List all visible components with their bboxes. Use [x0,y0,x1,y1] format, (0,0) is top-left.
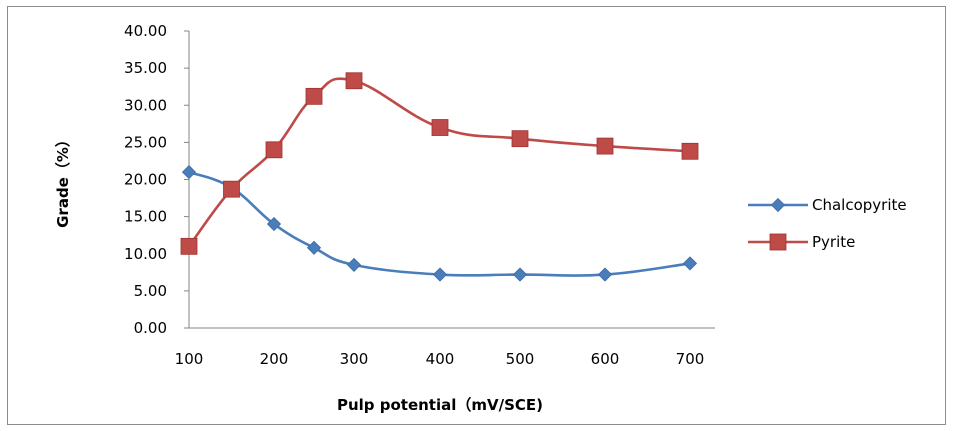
legend-marker-pyrite [770,234,786,250]
y-tick-label: 20.00 [124,171,167,189]
data-point-pyrite [224,181,240,197]
series-line-pyrite [189,79,690,247]
series-markers [181,73,698,281]
legend-label-chalcopyrite: Chalcopyrite [812,196,907,214]
data-point-pyrite [266,142,282,158]
series-line-chalcopyrite [189,172,690,275]
y-tick-label: 25.00 [124,133,167,151]
data-point-pyrite [181,238,197,254]
data-point-chalcopyrite [599,268,612,281]
data-point-chalcopyrite [434,268,447,281]
x-tick-label: 700 [676,350,705,368]
x-tick-label: 600 [591,350,620,368]
y-tick-label: 10.00 [124,245,167,263]
x-tick-labels: 100 200 300 400 500 600 700 [175,350,705,368]
x-tick-label: 200 [260,350,289,368]
y-tick-labels: 0.00 5.00 10.00 15.00 20.00 25.00 30.00 35.00 40… [124,22,167,337]
data-point-pyrite [682,143,698,159]
x-axis-title: Pulp potential（mV/SCE) [337,396,543,414]
data-point-chalcopyrite [514,268,527,281]
data-point-chalcopyrite [183,166,196,179]
data-point-pyrite [597,138,613,154]
data-point-pyrite [346,73,362,89]
x-tick-label: 100 [175,350,204,368]
axes [184,31,715,328]
data-point-chalcopyrite [308,241,321,254]
y-tick-label: 0.00 [134,319,167,337]
data-point-pyrite [512,131,528,147]
y-tick-label: 40.00 [124,22,167,40]
legend-marker-chalcopyrite [772,199,785,212]
data-point-pyrite [306,88,322,104]
legend-label-pyrite: Pyrite [812,233,855,251]
legend: Chalcopyrite Pyrite [748,196,907,251]
y-tick-label: 15.00 [124,208,167,226]
data-point-chalcopyrite [684,257,697,270]
x-tick-label: 300 [340,350,369,368]
x-tick-label: 400 [426,350,455,368]
x-tick-label: 500 [506,350,535,368]
y-axis-title: Grade（%） [54,132,72,228]
y-tick-label: 30.00 [124,96,167,114]
y-tick-label: 35.00 [124,59,167,77]
y-tick-label: 5.00 [134,282,167,300]
series-lines [189,79,690,276]
data-point-chalcopyrite [348,258,361,271]
data-point-pyrite [432,120,448,136]
